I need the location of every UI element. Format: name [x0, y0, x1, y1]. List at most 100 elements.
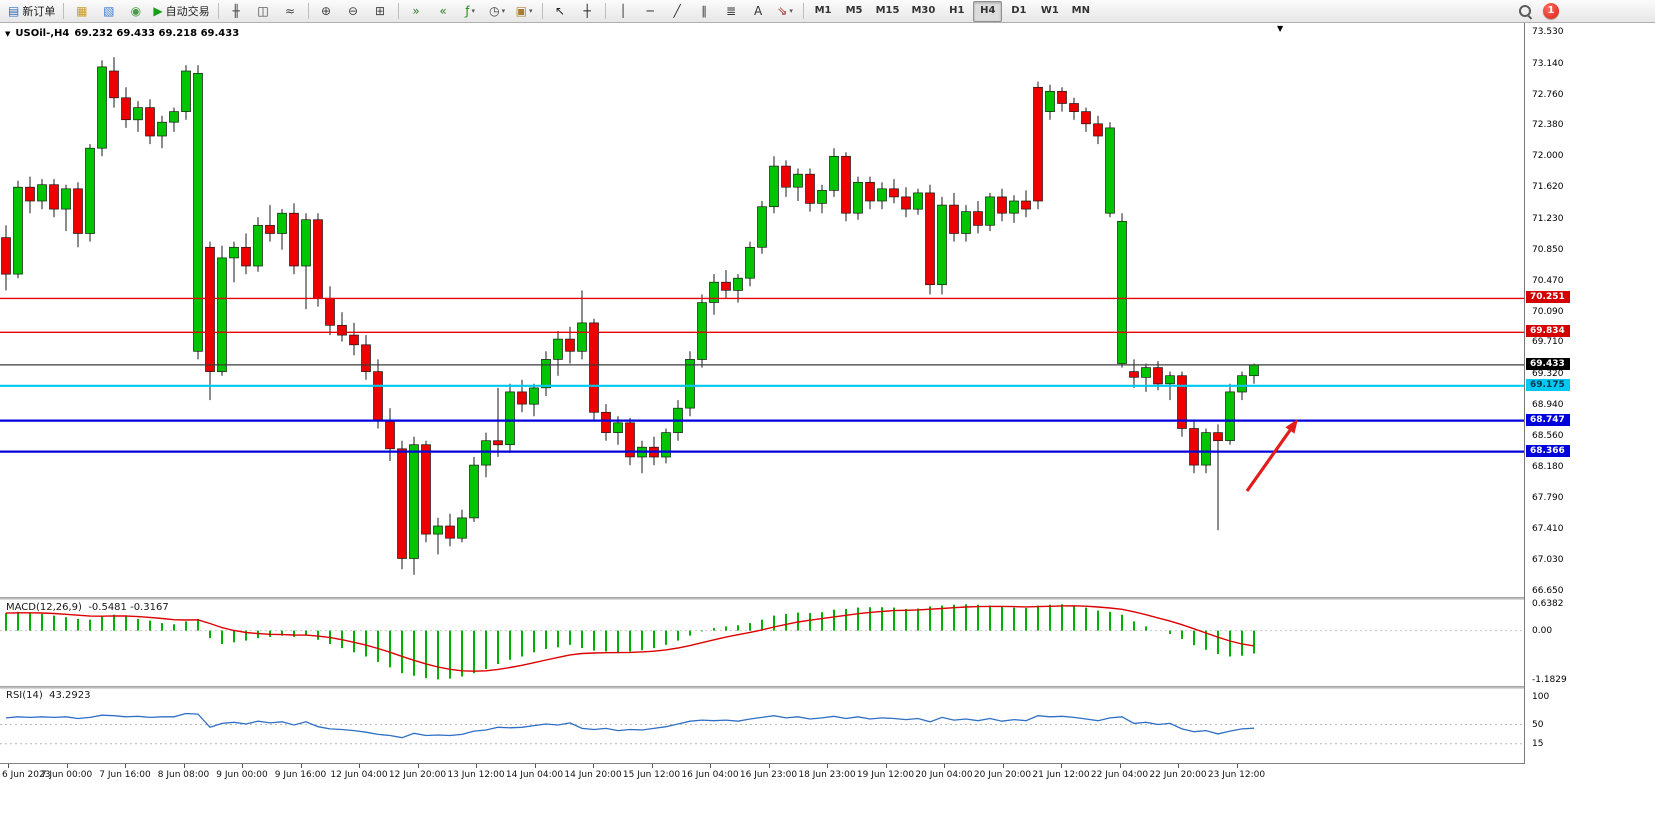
timeframe-m15[interactable]: M15 [875, 5, 900, 16]
macd-label: MACD(12,26,9) -0.5481 -0.3167 [6, 602, 169, 613]
search-icon[interactable] [1518, 4, 1533, 19]
zoom-in-button[interactable]: ⊕ [314, 1, 339, 22]
price-tick: 68.560 [1532, 430, 1564, 441]
time-tick-label: 7 Jun 16:00 [99, 770, 151, 780]
zoom-out-button[interactable]: ⊖ [341, 1, 366, 22]
time-tick-label: 14 Jun 20:00 [564, 770, 622, 780]
toolbar-separator [604, 3, 606, 19]
new-order-icon: ▤ [8, 4, 20, 18]
time-tick-mark [827, 764, 828, 768]
dropdown-caret-icon[interactable]: ▾ [789, 6, 793, 15]
market-watch-button[interactable]: ◉ [123, 1, 148, 22]
macd-panel-svg[interactable] [0, 600, 1524, 686]
line-chart-button[interactable]: ≈ [278, 1, 303, 22]
time-tick-label: 9 Jun 00:00 [216, 770, 268, 780]
auto-scroll-button[interactable]: » [404, 1, 429, 22]
timeframe-d1[interactable]: D1 [1011, 5, 1027, 16]
time-tick-mark [242, 764, 243, 768]
profiles-icon: ▧ [103, 4, 115, 18]
price-tick: 69.320 [1532, 369, 1564, 380]
price-tick: 73.140 [1532, 58, 1564, 69]
timeframe-m5[interactable]: M5 [845, 5, 863, 16]
bar-chart-icon: ╫ [232, 4, 240, 18]
arrows-button[interactable]: ⇘ ▾ [773, 1, 798, 22]
rsi-tick: 15 [1532, 738, 1544, 749]
trendline-button[interactable]: ╱ [665, 1, 690, 22]
periods-button[interactable]: ◷ ▾ [485, 1, 510, 22]
time-axis-border [0, 763, 1655, 764]
price-tick: 71.620 [1532, 182, 1564, 193]
timeframe-w1[interactable]: W1 [1040, 5, 1059, 16]
fibonacci-button[interactable]: ≣ [719, 1, 744, 22]
time-tick-mark [944, 764, 945, 768]
panel-splitter-macd[interactable] [0, 597, 1655, 600]
toolbar-separator [217, 3, 219, 19]
time-tick-label: 23 Jun 12:00 [1207, 770, 1266, 780]
price-tick: 72.380 [1532, 120, 1564, 131]
time-axis[interactable]: 6 Jun 2023 7 Jun 00:00 7 Jun 16:00 8 Jun 08… [0, 764, 1655, 784]
trend-arrow-object[interactable] [1245, 419, 1298, 492]
candles [1, 57, 1259, 575]
templates-icon: ▣ [515, 4, 527, 18]
dropdown-caret-icon[interactable]: ▾ [528, 6, 533, 15]
timeframe-m30[interactable]: M30 [911, 5, 936, 16]
price-badge-68.747: 68.747 [1526, 413, 1570, 426]
horizontal-line-button[interactable]: ─ [638, 1, 663, 22]
templates-button[interactable]: ▣ ▾ [512, 1, 537, 22]
time-tick-label: 13 Jun 12:00 [447, 770, 505, 780]
timeframe-h1[interactable]: H1 [949, 5, 965, 16]
timeframe-h4[interactable]: H4 [973, 0, 1003, 22]
time-tick-label: 9 Jun 16:00 [274, 770, 327, 780]
panel-splitter-rsi[interactable] [0, 686, 1655, 689]
time-tick-mark [125, 764, 126, 768]
rsi-panel-svg[interactable] [0, 688, 1524, 763]
rsi-label: RSI(14) 43.2923 [6, 690, 91, 701]
timeframe-m1[interactable]: M1 [814, 5, 832, 16]
chart-shift-button[interactable]: « [431, 1, 456, 22]
periods-icon: ◷ [489, 4, 500, 18]
time-tick-label: 16 Jun 04:00 [681, 770, 739, 780]
price-tick: 66.650 [1532, 586, 1564, 596]
new-chart-button[interactable]: ▦ [69, 1, 94, 22]
main-chart-svg[interactable] [0, 23, 1524, 598]
autotrading-icon: ▶ [153, 4, 163, 18]
tile-windows-button[interactable]: ⊞ [368, 1, 393, 22]
candlestick-button[interactable]: ◫ [251, 1, 276, 22]
time-tick-mark [534, 764, 536, 768]
vertical-line-icon: │ [619, 4, 627, 18]
arrows-icon: ⇘ [777, 4, 788, 18]
autotrading-button[interactable]: ▶ 自动交易 [150, 1, 212, 22]
autotrading-button-label: 自动交易 [165, 4, 210, 18]
price-axis[interactable]: 73.530 73.140 72.760 72.380 72.000 71.620 71.2… [1524, 23, 1655, 764]
dropdown-caret-icon[interactable]: ▾ [471, 6, 475, 15]
chart-title: ▼ USOil-,H4 69.232 69.433 69.218 69.433 [5, 28, 239, 39]
cursor-button[interactable]: ↖ [548, 1, 573, 22]
toolbar-separator [63, 3, 65, 19]
crosshair-button[interactable]: ┼ [575, 1, 600, 22]
time-tick-mark [300, 764, 302, 768]
text-button[interactable]: A [746, 1, 771, 22]
time-tick-label: 20 Jun 20:00 [973, 770, 1032, 780]
chart-symbol-period: USOil-,H4 [15, 28, 70, 39]
bar-chart-button[interactable]: ╫ [224, 1, 249, 22]
dropdown-caret-icon[interactable]: ▾ [501, 6, 506, 15]
toolbar-separator [397, 3, 399, 19]
time-tick-mark [417, 764, 419, 768]
fibonacci-icon: ≣ [726, 4, 737, 18]
timeframe-mn[interactable]: MN [1071, 5, 1090, 16]
vertical-line-button[interactable]: │ [611, 1, 636, 22]
notification-badge[interactable]: 1 [1543, 3, 1559, 19]
macd-signal-line [5, 605, 1255, 672]
time-tick-label: 6 Jun 2023 [2, 770, 51, 780]
candlestick-icon: ◫ [257, 4, 269, 18]
new-order-button[interactable]: ▤ 新订单 [5, 1, 58, 22]
time-tick-label: 19 Jun 12:00 [856, 770, 915, 780]
indicators-button[interactable]: ƒ ▾ [458, 1, 483, 22]
profiles-button[interactable]: ▧ [96, 1, 121, 22]
channel-button[interactable]: ∥ [692, 1, 717, 22]
scroll-to-end-marker[interactable]: ▼ [1277, 24, 1284, 33]
new-order-button-label: 新订单 [22, 4, 56, 18]
symbol-caret-icon[interactable]: ▼ [5, 29, 11, 38]
time-tick-mark [1119, 764, 1121, 768]
toolbar-separator [541, 3, 543, 19]
